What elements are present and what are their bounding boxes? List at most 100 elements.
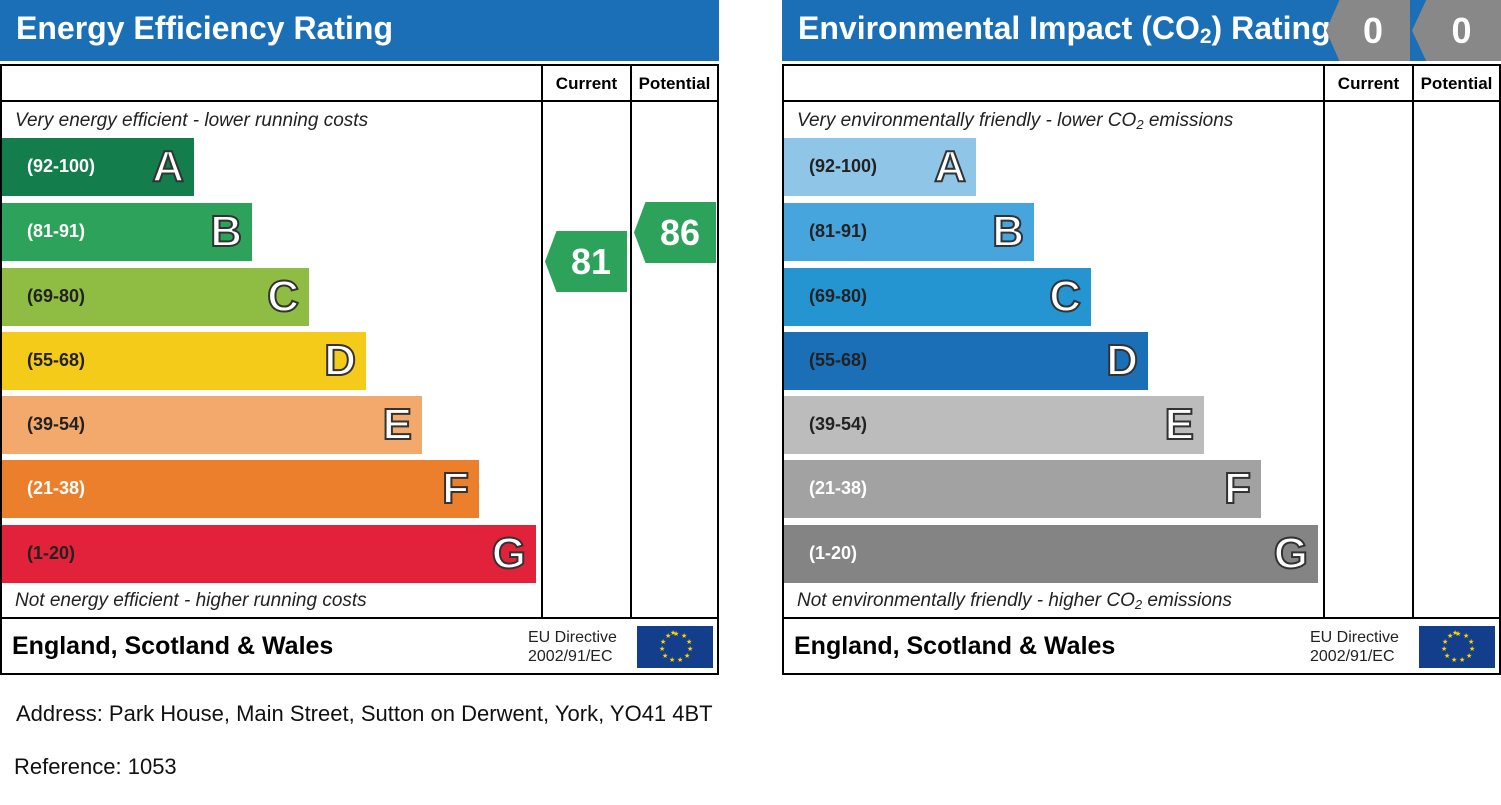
energy-efficiency-frame: Current Potential Very energy efficient …	[0, 64, 719, 675]
svg-text:★: ★	[660, 638, 666, 646]
band-c: (69-80) C	[784, 268, 1091, 326]
band-letter: A	[933, 141, 967, 192]
band-a: (92-100) A	[784, 138, 976, 196]
band-letter: G	[1273, 528, 1309, 579]
title-suffix: ) Rating	[1211, 10, 1331, 46]
eu-directive-text: EU Directive 2002/91/EC	[1310, 628, 1399, 666]
band-letter: C	[1048, 271, 1082, 322]
eu-flag-icon: ★ ★ ★ ★ ★ ★ ★ ★ ★ ★ ★ ★	[1419, 626, 1495, 668]
current-column-header: Current	[1337, 74, 1400, 93]
note-suffix: emissions	[1142, 590, 1232, 611]
eu-stars-icon: ★ ★★ ★★★ ★★★ ★★★	[1441, 629, 1475, 664]
potential-column-header: Potential	[1420, 74, 1493, 93]
band-letter: E	[1164, 399, 1195, 450]
column-divider	[1412, 66, 1414, 619]
band-range-label: (55-68)	[809, 350, 868, 370]
unfriendly-note: Not environmentally friendly - higher CO…	[797, 590, 1232, 612]
svg-text:★: ★	[662, 652, 668, 660]
eu-directive-line: EU Directive	[528, 629, 617, 646]
potential-co2-value: 0	[1451, 10, 1472, 51]
country-label: England, Scotland & Wales	[794, 632, 1116, 660]
band-letter: D	[1105, 335, 1139, 386]
friendly-note: Very environmentally friendly - lower CO…	[797, 110, 1233, 132]
band-letter: F	[441, 463, 470, 514]
band-range-label: (92-100)	[27, 156, 96, 176]
svg-text:★: ★	[1441, 645, 1447, 653]
svg-text:★: ★	[665, 632, 671, 640]
band-range-label: (1-20)	[809, 543, 858, 563]
title-prefix: Environmental Impact (CO	[798, 10, 1200, 46]
svg-text:★: ★	[684, 652, 690, 660]
header-divider	[2, 100, 717, 102]
band-b: (81-91) B	[2, 203, 252, 261]
country-label: England, Scotland & Wales	[12, 632, 334, 660]
eu-directive-line: EU Directive	[1310, 629, 1399, 646]
address-text: Address: Park House, Main Street, Sutton…	[16, 701, 713, 726]
band-range-label: (55-68)	[27, 350, 86, 370]
band-range-label: (39-54)	[27, 414, 86, 434]
svg-text:★: ★	[681, 632, 687, 640]
band-e: (39-54) E	[784, 396, 1204, 454]
svg-text:★: ★	[687, 645, 693, 653]
column-divider	[630, 66, 632, 619]
band-letter: B	[991, 206, 1025, 257]
band-f: (21-38) F	[784, 460, 1261, 518]
eu-stars-icon: ★ ★★ ★★★ ★★★ ★★★	[659, 629, 693, 664]
current-co2-value: 0	[1362, 10, 1384, 51]
band-range-label: (1-20)	[27, 543, 76, 563]
current-rating-tag: 81	[545, 231, 627, 292]
svg-text:★: ★	[1442, 638, 1448, 646]
energy-efficiency-title: Energy Efficiency Rating	[0, 0, 719, 61]
footer-divider	[784, 617, 1499, 619]
band-letter: G	[491, 528, 527, 579]
band-g: (1-20) G	[2, 525, 536, 583]
svg-text:★: ★	[1469, 645, 1475, 653]
svg-text:★: ★	[1452, 629, 1458, 637]
inefficient-note: Not energy efficient - higher running co…	[15, 590, 367, 611]
potential-column-header: Potential	[638, 74, 711, 93]
band-letter: E	[382, 399, 413, 450]
band-letter: F	[1223, 463, 1252, 514]
band-range-label: (92-100)	[809, 156, 878, 176]
band-range-label: (81-91)	[27, 221, 86, 241]
svg-text:★: ★	[1447, 632, 1453, 640]
note-subscript: 2	[1136, 117, 1144, 132]
note-prefix: Very environmentally friendly - lower CO	[797, 110, 1137, 131]
eu-flag-icon: ★ ★ ★ ★ ★ ★ ★ ★ ★ ★ ★ ★	[637, 626, 713, 668]
current-co2-tag: 0	[1326, 0, 1410, 61]
band-letter: C	[266, 271, 300, 322]
svg-text:★: ★	[1444, 652, 1450, 660]
note-suffix: emissions	[1143, 110, 1234, 131]
potential-rating-value: 86	[659, 212, 701, 253]
band-d: (55-68) D	[2, 332, 366, 390]
environmental-impact-frame: Current Potential Very environmentally f…	[782, 64, 1501, 675]
efficient-note: Very energy efficient - lower running co…	[15, 110, 369, 131]
svg-text:★: ★	[1451, 656, 1457, 664]
column-divider	[1323, 66, 1325, 619]
current-column-header: Current	[555, 74, 618, 93]
svg-text:★: ★	[669, 656, 675, 664]
band-g: (1-20) G	[784, 525, 1318, 583]
svg-text:★: ★	[1459, 656, 1465, 664]
svg-text:★: ★	[659, 645, 665, 653]
band-a: (92-100) A	[2, 138, 194, 196]
note-subscript: 2	[1134, 597, 1143, 612]
potential-rating-tag: 86	[634, 202, 716, 263]
eu-directive-number: 2002/91/EC	[1310, 648, 1395, 665]
band-range-label: (69-80)	[809, 286, 868, 306]
column-divider	[541, 66, 543, 619]
band-letter: A	[151, 141, 185, 192]
svg-text:★: ★	[670, 629, 676, 637]
svg-text:★: ★	[1463, 632, 1469, 640]
band-c: (69-80) C	[2, 268, 309, 326]
environmental-impact-panel: Environmental Impact (CO 2 ) Rating 0 0 Cu…	[782, 0, 1501, 675]
band-range-label: (21-38)	[27, 478, 86, 498]
svg-text:★: ★	[677, 656, 683, 664]
band-f: (21-38) F	[2, 460, 479, 518]
band-range-label: (39-54)	[809, 414, 868, 434]
band-e: (39-54) E	[2, 396, 422, 454]
potential-co2-tag: 0	[1412, 0, 1501, 61]
energy-efficiency-panel: Energy Efficiency Rating Current Potenti…	[0, 0, 719, 675]
svg-text:★: ★	[1468, 638, 1474, 646]
eu-directive-text: EU Directive 2002/91/EC	[528, 628, 617, 666]
